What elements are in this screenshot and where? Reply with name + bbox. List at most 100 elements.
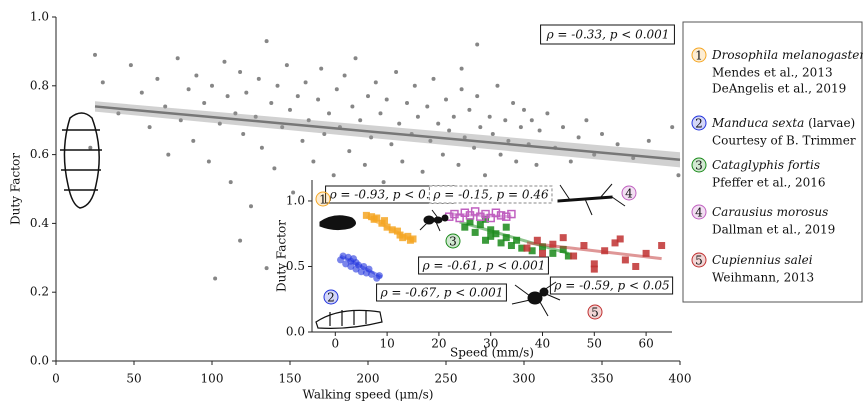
- point: [327, 111, 331, 116]
- point: [518, 244, 526, 252]
- legend-frame: [682, 21, 863, 303]
- point: [462, 135, 467, 140]
- point: [249, 204, 253, 209]
- point: [549, 249, 557, 257]
- point: [440, 152, 445, 157]
- point: [88, 145, 93, 150]
- point: [225, 94, 230, 99]
- point: [191, 138, 196, 143]
- point: [353, 56, 358, 61]
- point: [466, 218, 474, 226]
- point: [425, 104, 430, 109]
- point: [444, 97, 448, 102]
- point: [459, 87, 464, 92]
- x-tick-label: 350: [591, 372, 614, 386]
- point: [514, 159, 519, 164]
- y-tick-label: 0.6: [30, 147, 49, 161]
- point: [362, 162, 367, 167]
- point: [347, 262, 355, 270]
- legend: 1 Drosophila melanogaster Mendes et al., 2…: [682, 21, 863, 303]
- stick-insect-silhouette: [557, 183, 626, 216]
- point: [284, 63, 289, 68]
- y-axis-label: Duty Factor: [9, 153, 23, 225]
- fit-line: [449, 212, 512, 219]
- point: [576, 135, 581, 140]
- x-tick-label: 30: [483, 337, 498, 351]
- point: [507, 242, 515, 250]
- point: [590, 260, 598, 268]
- species-marker: [323, 289, 339, 305]
- point: [658, 242, 666, 250]
- point: [342, 73, 347, 78]
- y-tick-label: 0.8: [30, 78, 49, 92]
- species-marker: [587, 304, 603, 320]
- point: [397, 121, 402, 126]
- y-tick-label: 1.0: [286, 193, 305, 207]
- legend-name: Cupiennius salei: [712, 253, 813, 267]
- point: [186, 87, 191, 92]
- point: [549, 240, 557, 248]
- annotation: ρ = -0.59, p < 0.05: [553, 279, 669, 293]
- legend-name: Cataglyphis fortis: [712, 158, 820, 172]
- point: [291, 190, 296, 195]
- y-tick-label: 0.4: [30, 216, 49, 230]
- point: [350, 104, 355, 109]
- point: [431, 76, 436, 81]
- point: [522, 107, 526, 112]
- legend-name: Drosophila melanogaster: [711, 48, 863, 62]
- point: [362, 211, 370, 219]
- point: [568, 159, 573, 164]
- point: [472, 145, 477, 150]
- species-number: 4: [625, 187, 633, 201]
- point: [616, 235, 624, 243]
- fit-line: [339, 254, 383, 279]
- x-tick-label: 10: [379, 337, 394, 351]
- legend-source: Weihmann, 2013: [712, 271, 814, 285]
- fit-line: [459, 220, 569, 255]
- point: [533, 236, 541, 244]
- x-tick-label: 150: [279, 372, 302, 386]
- point: [646, 138, 651, 143]
- legend-marker: [691, 157, 707, 173]
- point: [670, 125, 675, 130]
- point: [319, 66, 324, 71]
- point: [253, 114, 258, 119]
- point: [93, 52, 97, 57]
- x-tick-label: 250: [435, 372, 458, 386]
- point: [428, 138, 433, 143]
- point: [631, 156, 636, 161]
- point: [487, 232, 495, 240]
- annotation: ρ = -0.61, p < 0.001: [422, 259, 546, 273]
- point: [373, 214, 381, 222]
- annotation: ρ = -0.15, p = 0.46: [432, 188, 549, 202]
- point: [615, 142, 620, 147]
- point: [206, 159, 211, 164]
- point: [451, 114, 456, 119]
- species-name: Drosophila melanogaster: [711, 48, 863, 62]
- point: [202, 101, 207, 105]
- point: [213, 276, 218, 281]
- species-number: 5: [591, 306, 599, 320]
- point: [334, 87, 339, 92]
- legend-number: 3: [695, 159, 703, 173]
- point: [487, 114, 492, 119]
- x-tick-label: 50: [587, 337, 602, 351]
- point: [412, 83, 417, 88]
- point: [545, 111, 550, 116]
- species-marker: [621, 185, 637, 201]
- point: [537, 128, 542, 133]
- point: [217, 121, 222, 126]
- point: [175, 56, 180, 61]
- point: [475, 42, 480, 47]
- annotation-box: [376, 283, 507, 302]
- spider-silhouette: [511, 281, 561, 317]
- point: [518, 125, 523, 130]
- legend-marker: [691, 47, 707, 63]
- point: [399, 234, 407, 242]
- species-qualifier: (larvae): [808, 116, 855, 130]
- y-tick-label: 0.5: [286, 259, 305, 273]
- point: [642, 249, 650, 257]
- y-tick-label: 1.0: [30, 10, 49, 24]
- x-tick-label: 400: [669, 372, 692, 386]
- point: [592, 152, 597, 157]
